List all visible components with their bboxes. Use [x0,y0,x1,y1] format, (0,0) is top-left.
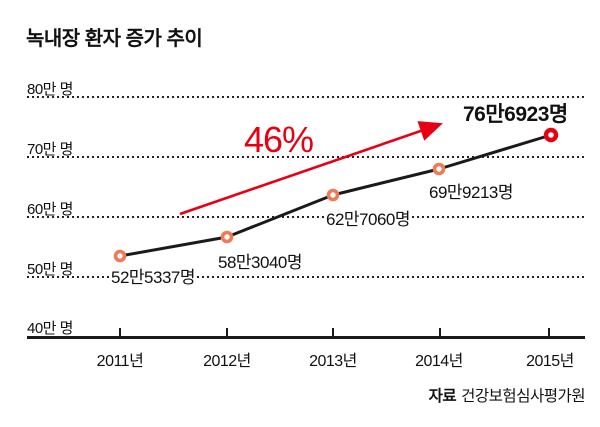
y-axis-label-80: 80만 명 [27,81,73,98]
data-point-marker-2014 [432,162,446,176]
x-axis-label-2011: 2011년 [96,353,144,370]
y-axis-label-50: 50만 명 [27,261,73,278]
y-axis-label-60: 60만 명 [27,201,73,218]
source-label: 자료 [428,388,457,405]
source-text: 건강보험심사평가원 [461,388,585,405]
data-point-marker-2011 [113,249,127,263]
gridline-50 [27,276,585,278]
data-point-label-2011: 52만5337명 [109,263,198,288]
data-point-label-2014: 69만9213명 [427,178,516,203]
x-axis-label-2013: 2013년 [309,353,357,370]
data-point-marker-2015 [543,127,559,143]
x-axis-label-2015: 2015년 [526,353,574,370]
data-point-marker-2013 [326,188,340,202]
data-point-label-2015: 76만6923명 [463,103,568,126]
x-tick-2011 [119,328,121,336]
x-axis-line [27,336,585,339]
data-point-label-2012: 58만3040명 [216,248,305,273]
y-axis-label-40: 40만 명 [27,320,73,337]
data-point-label-2013: 62만7060명 [324,205,413,230]
gridline-60 [27,216,585,218]
gridline-80 [27,96,585,98]
y-axis-label-70: 70만 명 [27,141,73,158]
x-axis-label-2012: 2012년 [203,353,251,370]
x-tick-2015 [548,328,550,336]
x-tick-2012 [226,328,228,336]
x-tick-2013 [332,328,334,336]
x-axis-label-2014: 2014년 [415,353,463,370]
x-tick-2014 [439,328,441,336]
data-point-marker-2012 [220,230,234,244]
chart-title: 녹내장 환자 증가 추이 [26,28,203,50]
source-credit: 자료 건강보험심사평가원 [428,384,586,406]
growth-annotation: 46% [244,119,314,160]
